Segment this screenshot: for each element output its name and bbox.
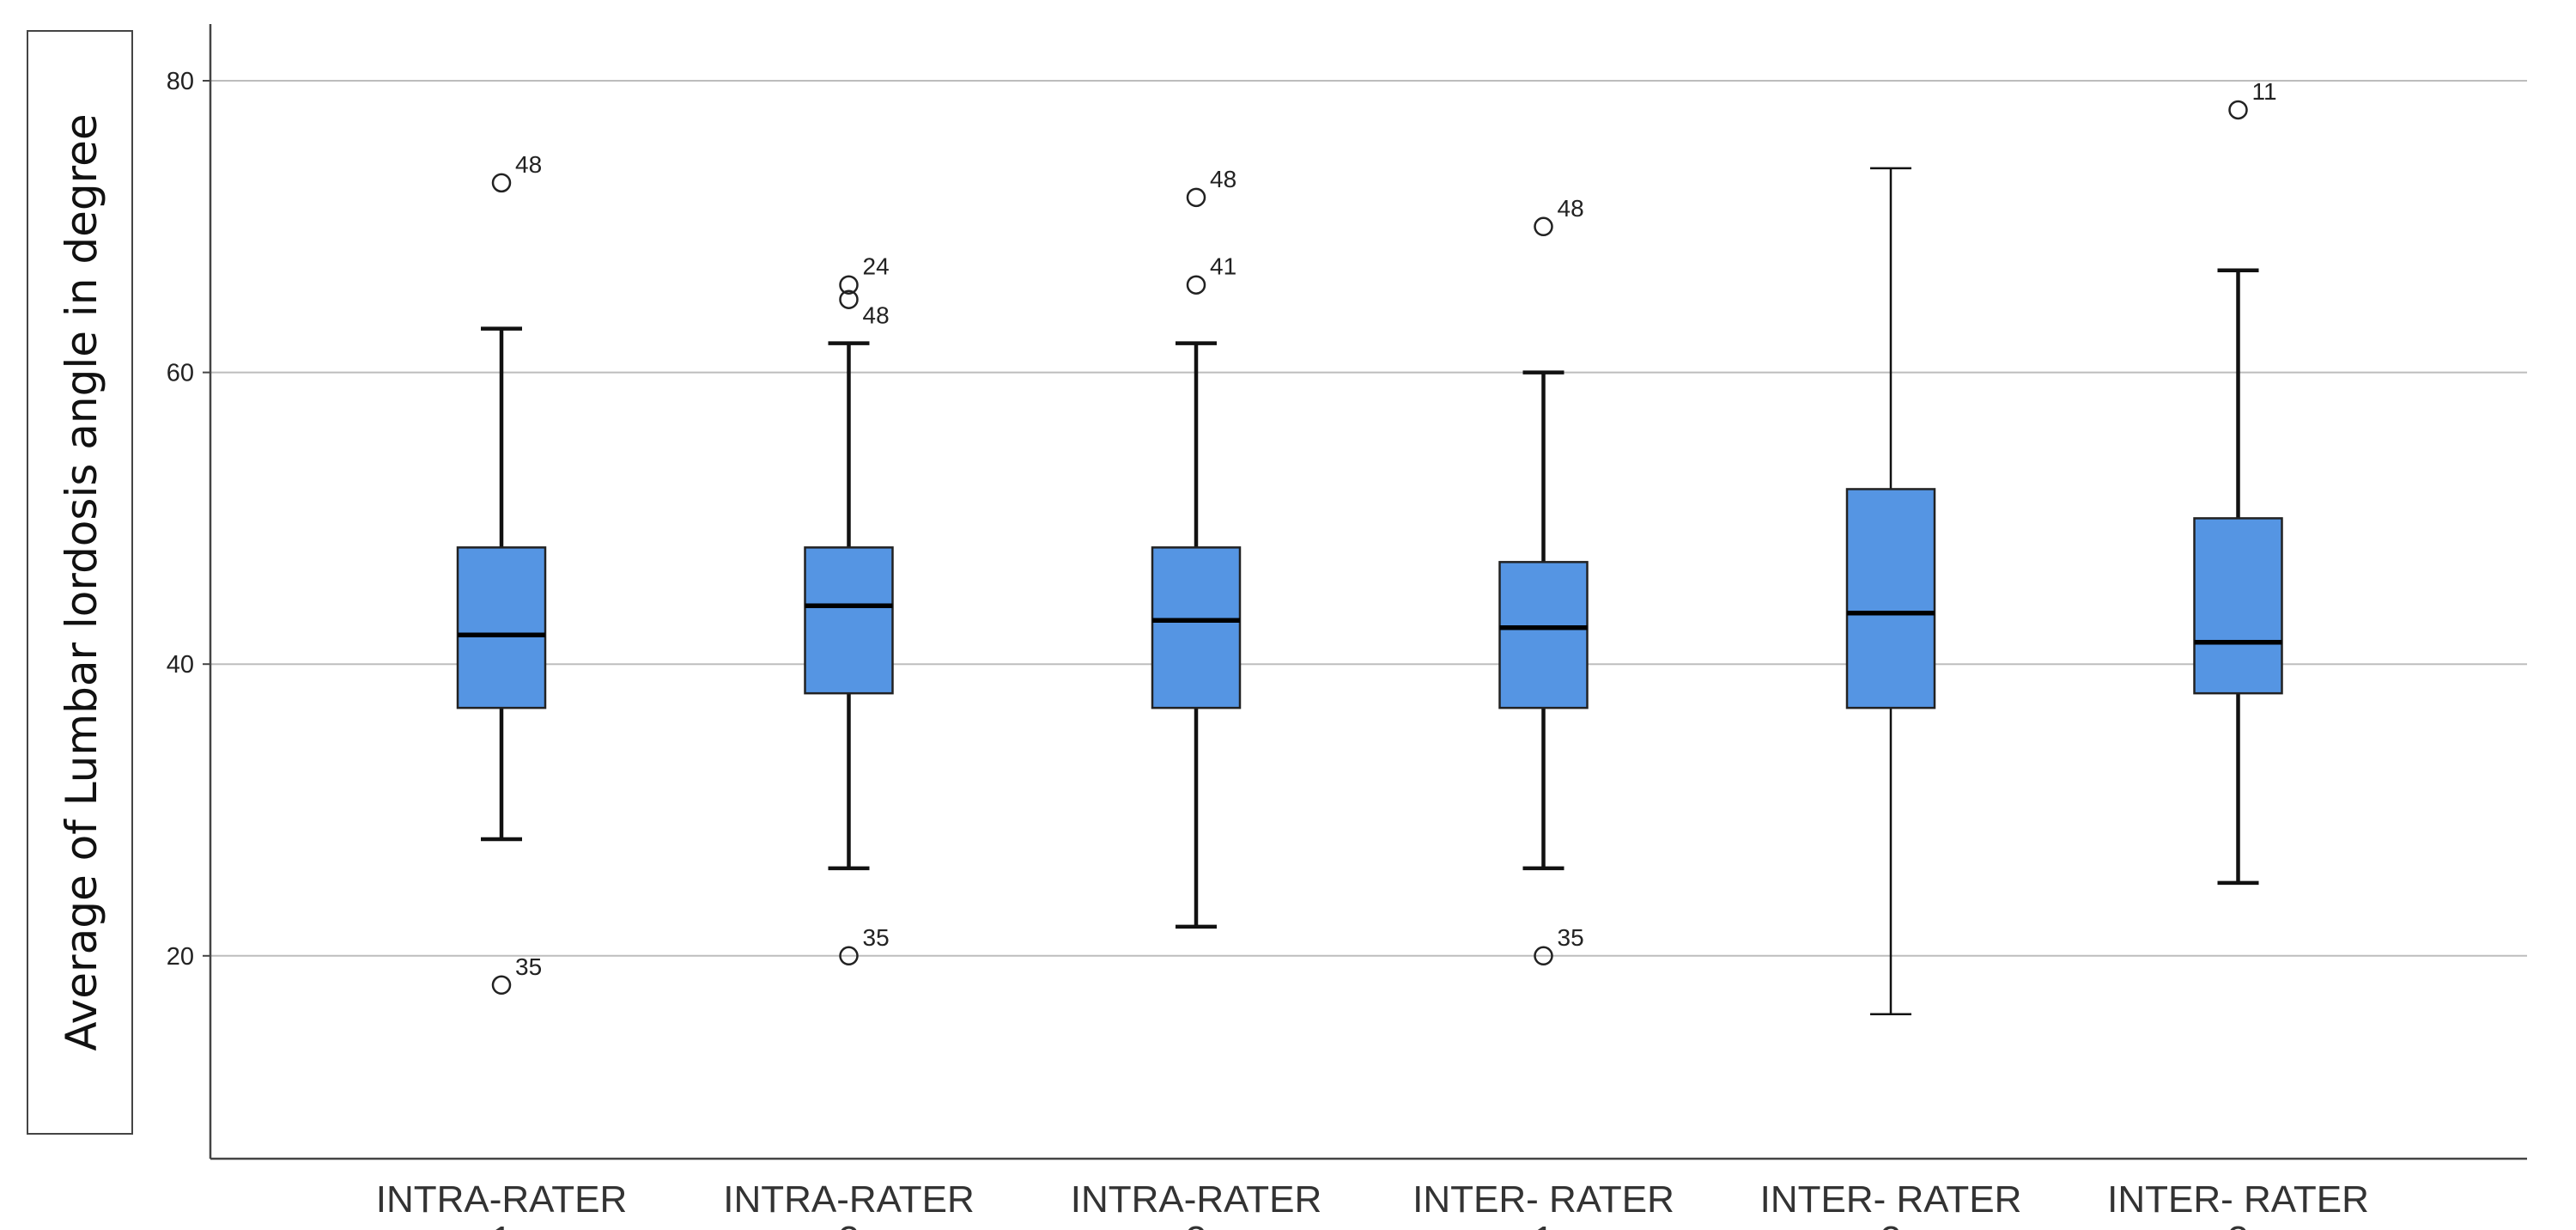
iqr-box	[456, 546, 547, 709]
box-group: 48 35	[1498, 195, 1589, 966]
outlier-label: 48	[1210, 166, 1236, 192]
y-axis-title-frame	[27, 30, 133, 1135]
x-category-number: 3	[1186, 1219, 1206, 1230]
outlier-point	[491, 173, 512, 193]
outlier-label: 35	[1558, 924, 1584, 951]
iqr-box	[1151, 546, 1242, 709]
outlier-point	[839, 946, 859, 966]
x-category-number: 2	[1880, 1219, 1901, 1230]
outlier-point	[1186, 275, 1206, 295]
outlier-point	[1534, 216, 1553, 237]
outlier-label: 35	[863, 924, 890, 951]
box-group: 48 41	[1151, 166, 1242, 929]
outlier-point	[491, 975, 512, 996]
y-tick-label: 40	[167, 651, 194, 679]
x-category-label: INTER- RATER	[1413, 1178, 1674, 1221]
outlier-point	[2228, 100, 2248, 120]
outlier-label: 24	[863, 253, 890, 280]
outlier-point	[839, 275, 859, 295]
box-group: 24 48 35	[804, 253, 894, 966]
x-category-label: INTER- RATER	[2107, 1178, 2369, 1221]
outlier-label: 48	[515, 151, 542, 178]
x-category-label: INTER- RATER	[1760, 1178, 2022, 1221]
outlier-label: 48	[863, 302, 890, 329]
x-category-number: 3	[2227, 1219, 2248, 1230]
x-category-number: 1	[491, 1219, 512, 1230]
x-category-label: INTRA-RATER	[1071, 1178, 1322, 1221]
box-group: 48 35	[456, 151, 547, 996]
x-category-label: INTRA-RATER	[376, 1178, 628, 1221]
y-tick-label: 80	[167, 68, 194, 95]
outlier-label: 11	[2252, 78, 2277, 105]
box-group	[1845, 167, 1936, 1015]
iqr-box	[2193, 517, 2283, 695]
outlier-point	[1186, 187, 1206, 208]
outlier-label: 35	[515, 953, 542, 980]
outlier-point	[1534, 946, 1553, 966]
y-tick-label: 60	[167, 360, 194, 387]
iqr-box	[1498, 561, 1589, 709]
x-category-number: 1	[1533, 1219, 1553, 1230]
x-category-number: 2	[838, 1219, 859, 1230]
box-group: 11	[2193, 78, 2283, 886]
y-tick-label: 20	[167, 943, 194, 971]
outlier-label: 41	[1210, 253, 1236, 280]
iqr-box	[804, 546, 894, 695]
x-category-label: INTRA-RATER	[723, 1178, 975, 1221]
outlier-label: 48	[1558, 195, 1584, 222]
iqr-box	[1845, 488, 1936, 709]
y-axis-title: Average of Lumbar lordosis angle in degr…	[57, 113, 106, 1050]
outlier-point	[839, 289, 859, 309]
